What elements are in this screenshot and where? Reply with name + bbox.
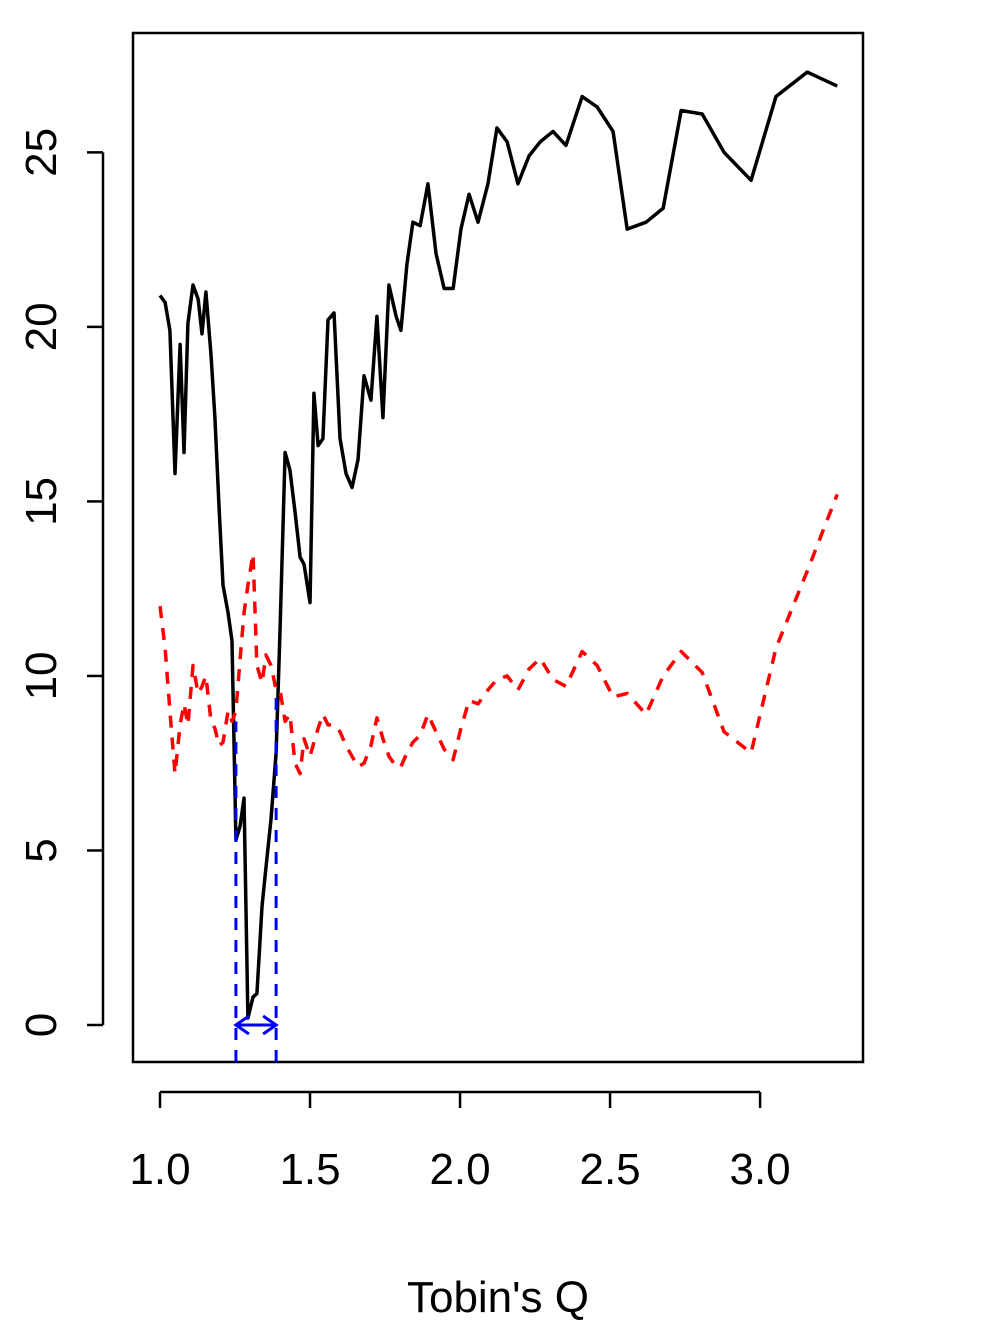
x-tick-label: 2.0: [429, 1145, 490, 1194]
x-axis-label: Tobin's Q: [407, 1273, 589, 1322]
y-tick-label: 25: [17, 128, 66, 177]
x-tick-label: 2.5: [579, 1145, 640, 1194]
y-tick-label: 5: [17, 838, 66, 862]
interval-arrow: [233, 1014, 279, 1036]
y-tick-label: 15: [17, 477, 66, 526]
y-tick-label: 0: [17, 1013, 66, 1037]
x-tick-label: 1.5: [279, 1145, 340, 1194]
plot-frame: [131, 31, 865, 1064]
series-line: [158, 70, 838, 1020]
series-line: [158, 493, 839, 776]
x-tick-label: 1.0: [129, 1145, 190, 1194]
y-tick-label: 20: [17, 302, 66, 351]
x-tick-label: 3.0: [729, 1145, 790, 1194]
y-tick-label: 10: [17, 651, 66, 700]
